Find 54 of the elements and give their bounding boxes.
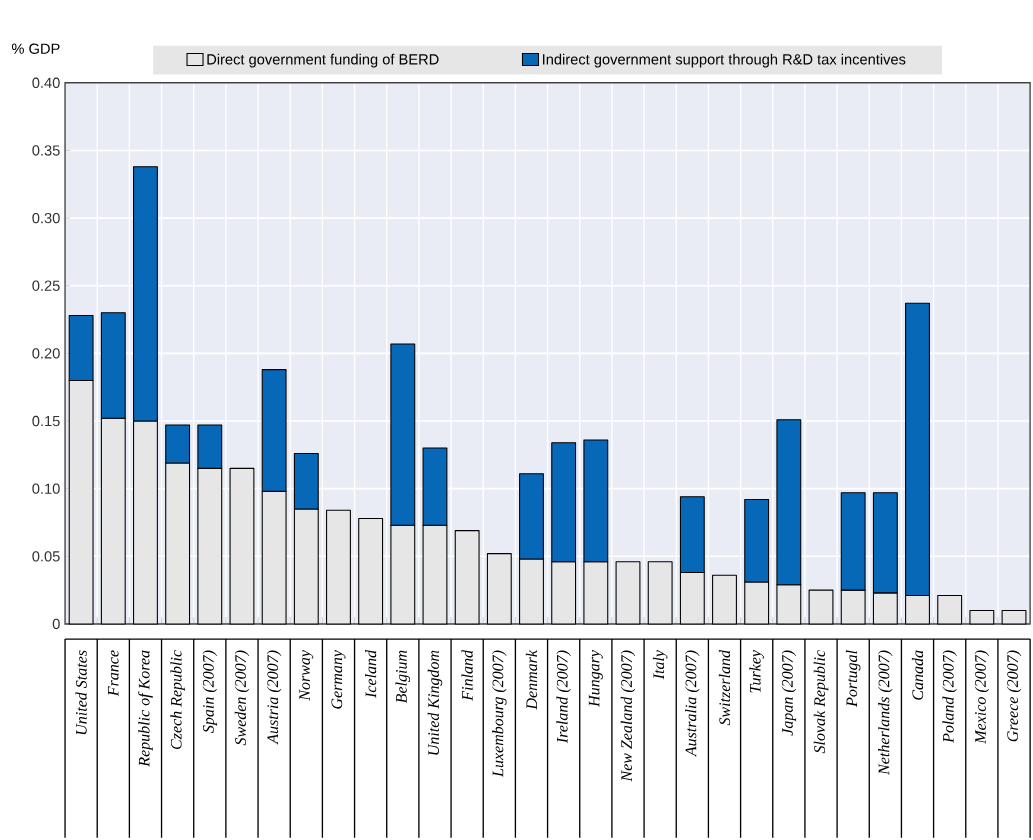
bar	[229, 468, 255, 625]
x-tick-label: France	[107, 650, 119, 697]
x-tick-label: Denmark	[525, 649, 538, 710]
x-tick-label: Mexico (2007)	[974, 650, 990, 745]
x-tick-label: Greece (2007)	[1006, 650, 1022, 742]
bar	[615, 561, 641, 625]
x-tick-label: Switzerland	[718, 650, 731, 726]
x-tick-label: Luxembourg (2007)	[492, 650, 507, 778]
bar	[358, 518, 384, 625]
y-tick-label: 0.10	[32, 483, 60, 495]
x-tick-label: Republic of Korea	[138, 650, 153, 767]
y-tick-label: 0.05	[32, 551, 60, 562]
legend-label: Indirect government support through R&D tax incentives	[543, 53, 906, 68]
x-tick-label: Germany	[331, 650, 346, 709]
x-tick-label: Poland (2007)	[942, 650, 957, 744]
x-tick-label: Italy	[652, 650, 668, 680]
y-tick-label: 0.40	[32, 77, 60, 89]
x-tick-label: Finland	[461, 650, 473, 701]
x-tick-label: Hungary	[588, 650, 603, 708]
y-axis-title: % GDP	[11, 43, 60, 55]
y-tick-label: 0.35	[32, 145, 60, 156]
x-tick-label: Turkey	[749, 650, 764, 693]
x-tick-label: New Zealand (2007)	[620, 650, 636, 782]
x-tick-label: Sweden (2007)	[234, 650, 250, 746]
x-tick-label: Netherlands (2007)	[878, 650, 893, 776]
bar	[486, 553, 512, 625]
x-tick-label: United States	[75, 650, 87, 735]
x-tick-label: United Kingdom	[427, 650, 443, 755]
bar	[1001, 610, 1027, 625]
y-tick-label: 0.20	[32, 348, 60, 359]
legend-label: Direct government funding of BERD	[207, 53, 439, 68]
x-tick-label: Iceland	[365, 650, 377, 699]
y-tick-label: 0.30	[32, 213, 60, 224]
x-tick-label: Ireland (2007)	[556, 650, 571, 744]
bar	[326, 509, 351, 625]
x-tick-label: Belgium	[395, 650, 411, 704]
x-tick-label: Norway	[299, 650, 314, 701]
bar	[969, 610, 995, 625]
x-tick-label: Austria (2007)	[266, 650, 282, 745]
x-tick-label: Australia (2007)	[685, 650, 700, 758]
x-tick-label: Slovak Republic	[813, 650, 829, 754]
bar	[937, 595, 963, 625]
x-tick-label: Czech Republic	[170, 650, 185, 750]
bar	[647, 561, 673, 625]
y-tick-label: 0.25	[32, 280, 60, 292]
bar	[454, 530, 480, 625]
x-tick-label: Portugal	[845, 650, 861, 708]
y-tick-label: 0	[52, 618, 60, 630]
x-tick-label: Japan (2007)	[781, 650, 797, 736]
bar	[712, 574, 737, 625]
x-tick-label: Spain (2007)	[202, 650, 218, 734]
bar	[808, 589, 834, 625]
x-tick-label: Canada	[911, 650, 924, 700]
y-tick-label: 0.15	[32, 416, 60, 427]
